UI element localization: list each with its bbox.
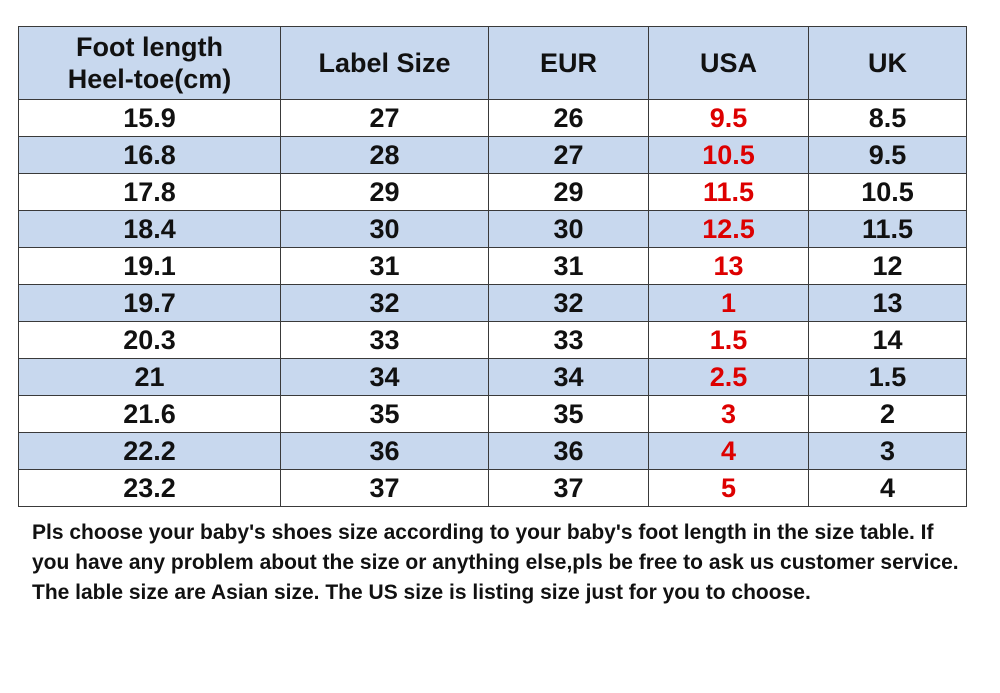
cell-foot-length: 22.2 [18, 432, 281, 470]
cell-eur: 31 [488, 247, 649, 285]
cell-foot-length: 15.9 [18, 99, 281, 137]
table-row: 16.8 28 27 10.5 9.5 [18, 136, 967, 174]
cell-foot-length: 17.8 [18, 173, 281, 211]
cell-label-size: 33 [280, 321, 489, 359]
cell-uk: 8.5 [808, 99, 967, 137]
cell-usa: 9.5 [648, 99, 809, 137]
cell-eur: 36 [488, 432, 649, 470]
cell-foot-length: 19.1 [18, 247, 281, 285]
cell-uk: 3 [808, 432, 967, 470]
cell-usa: 4 [648, 432, 809, 470]
table-row: 15.9 27 26 9.5 8.5 [18, 99, 967, 137]
cell-foot-length: 20.3 [18, 321, 281, 359]
header-foot-length-line2: Heel-toe(cm) [67, 64, 232, 94]
table-body: 15.9 27 26 9.5 8.5 16.8 28 27 10.5 9.5 17.8 29 29 11.… [18, 99, 967, 507]
cell-uk: 14 [808, 321, 967, 359]
cell-usa: 1 [648, 284, 809, 322]
cell-foot-length: 21 [18, 358, 281, 396]
cell-eur: 37 [488, 469, 649, 507]
table-header-row: Foot length Heel-toe(cm) Label Size EUR … [18, 26, 967, 100]
cell-label-size: 31 [280, 247, 489, 285]
cell-eur: 32 [488, 284, 649, 322]
cell-label-size: 28 [280, 136, 489, 174]
cell-label-size: 34 [280, 358, 489, 396]
cell-eur: 29 [488, 173, 649, 211]
header-eur: EUR [488, 26, 649, 100]
cell-usa: 13 [648, 247, 809, 285]
cell-foot-length: 18.4 [18, 210, 281, 248]
cell-label-size: 37 [280, 469, 489, 507]
table-row: 21 34 34 2.5 1.5 [18, 358, 967, 396]
cell-uk: 9.5 [808, 136, 967, 174]
table-row: 19.7 32 32 1 13 [18, 284, 967, 322]
header-uk: UK [808, 26, 967, 100]
header-foot-length: Foot length Heel-toe(cm) [18, 26, 281, 100]
cell-label-size: 30 [280, 210, 489, 248]
cell-foot-length: 19.7 [18, 284, 281, 322]
cell-foot-length: 23.2 [18, 469, 281, 507]
cell-uk: 2 [808, 395, 967, 433]
cell-eur: 30 [488, 210, 649, 248]
cell-eur: 26 [488, 99, 649, 137]
cell-label-size: 32 [280, 284, 489, 322]
header-foot-length-line1: Foot length [76, 32, 223, 62]
header-label-size: Label Size [280, 26, 489, 100]
table-row: 18.4 30 30 12.5 11.5 [18, 210, 967, 248]
cell-uk: 1.5 [808, 358, 967, 396]
cell-label-size: 27 [280, 99, 489, 137]
cell-eur: 27 [488, 136, 649, 174]
cell-usa: 11.5 [648, 173, 809, 211]
cell-eur: 35 [488, 395, 649, 433]
cell-uk: 10.5 [808, 173, 967, 211]
cell-usa: 3 [648, 395, 809, 433]
header-usa: USA [648, 26, 809, 100]
table-row: 17.8 29 29 11.5 10.5 [18, 173, 967, 211]
cell-foot-length: 21.6 [18, 395, 281, 433]
cell-uk: 4 [808, 469, 967, 507]
table-row: 19.1 31 31 13 12 [18, 247, 967, 285]
cell-uk: 13 [808, 284, 967, 322]
cell-eur: 33 [488, 321, 649, 359]
table-row: 22.2 36 36 4 3 [18, 432, 967, 470]
cell-usa: 5 [648, 469, 809, 507]
cell-label-size: 36 [280, 432, 489, 470]
cell-usa: 2.5 [648, 358, 809, 396]
size-chart-table: Foot length Heel-toe(cm) Label Size EUR … [18, 26, 967, 507]
cell-usa: 12.5 [648, 210, 809, 248]
cell-label-size: 35 [280, 395, 489, 433]
table-row: 23.2 37 37 5 4 [18, 469, 967, 507]
cell-uk: 12 [808, 247, 967, 285]
cell-foot-length: 16.8 [18, 136, 281, 174]
cell-usa: 1.5 [648, 321, 809, 359]
cell-eur: 34 [488, 358, 649, 396]
size-note: Pls choose your baby's shoes size accord… [32, 521, 959, 604]
table-row: 20.3 33 33 1.5 14 [18, 321, 967, 359]
cell-usa: 10.5 [648, 136, 809, 174]
table-row: 21.6 35 35 3 2 [18, 395, 967, 433]
cell-uk: 11.5 [808, 210, 967, 248]
cell-label-size: 29 [280, 173, 489, 211]
